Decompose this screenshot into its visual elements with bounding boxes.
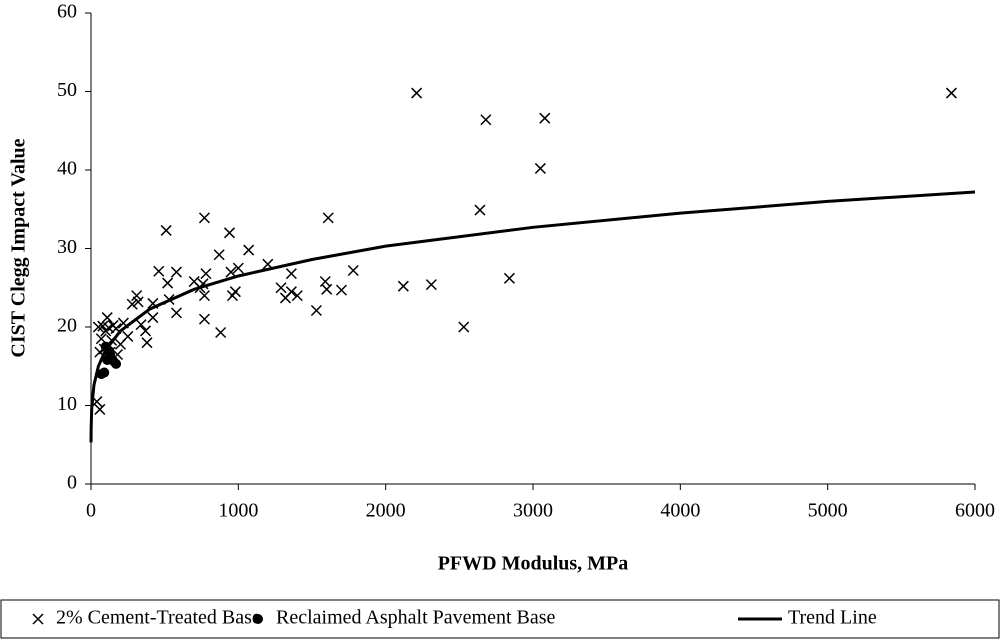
point [310,304,322,317]
x-tick-label: 5000 [808,500,848,522]
x-tick-label: 1000 [218,500,258,522]
point [97,320,109,332]
point [945,87,957,99]
point [275,282,287,294]
point [198,212,210,224]
point [322,212,334,224]
x-tick-label: 6000 [955,500,995,522]
point [534,162,546,174]
y-tick-label: 10 [57,393,77,415]
point [170,307,182,319]
point [188,275,200,288]
point [232,262,244,274]
point [170,266,182,278]
point [126,298,138,310]
legend-box [0,599,1000,639]
point [474,204,486,216]
x-tick-label: 2000 [366,500,406,522]
point [347,264,359,277]
point [92,321,104,333]
point [160,224,172,236]
legend-marker [253,614,263,624]
point [135,319,147,331]
point [458,321,470,333]
x-tick-label: 3000 [513,500,553,522]
y-tick-label: 20 [57,315,77,337]
point [131,290,143,302]
point [223,227,236,239]
y-tick-label: 60 [57,1,77,23]
point [539,112,551,124]
point [114,338,126,350]
point [411,87,423,99]
point [279,292,292,304]
point [200,268,212,280]
y-tick-label: 40 [57,158,77,180]
point [397,280,409,292]
point [291,290,303,302]
legend-marker [32,613,44,625]
x-axis-label: PFWD Modulus, MPa [438,553,629,575]
point [101,312,113,324]
point [198,313,210,325]
point [153,265,165,277]
point [503,272,515,284]
point [141,337,153,349]
legend-label: Reclaimed Asphalt Pavement Base [276,607,555,629]
x-tick-label: 4000 [660,500,700,522]
point [480,114,492,126]
point [321,283,333,295]
legend-label: 2% Cement-Treated Base [56,607,261,629]
point [94,403,106,415]
point [100,341,111,352]
y-tick-label: 0 [67,472,77,494]
point [111,358,122,369]
point [243,244,255,256]
x-tick-label: 0 [86,500,96,522]
point [99,367,110,378]
y-axis-label: CIST Clegg Impact Value [8,138,30,357]
y-tick-label: 50 [57,79,77,101]
point [425,279,437,291]
trend-line [89,190,976,443]
point [215,326,227,339]
point [213,249,225,261]
point [132,296,144,308]
y-tick-label: 30 [57,236,77,258]
point [335,284,347,296]
point [225,266,237,278]
point [226,290,238,302]
legend-label: Trend Line [788,607,877,629]
point [162,277,174,289]
point [147,312,159,324]
point [139,325,152,337]
point [285,268,297,280]
point [198,290,210,302]
